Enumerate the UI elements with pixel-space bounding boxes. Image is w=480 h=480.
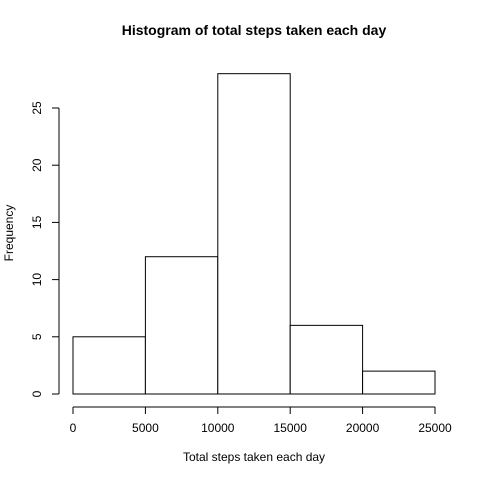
y-tick-label-4: 20	[30, 158, 44, 172]
histogram-bar-3	[289, 324, 364, 395]
x-tick-label-1: 5000	[132, 421, 159, 435]
y-tick-label-0: 0	[30, 390, 44, 397]
x-tick-label-4: 20000	[346, 421, 380, 435]
x-tick-label-2: 10000	[201, 421, 235, 435]
chart-title: Histogram of total steps taken each day	[122, 22, 387, 38]
histogram-bar-4	[362, 370, 436, 395]
histogram-bars	[72, 73, 436, 395]
histogram-bar-2	[217, 73, 291, 395]
y-tick-label-3: 15	[30, 215, 44, 229]
y-axis-label: Frequency	[2, 205, 16, 262]
y-axis: 0 5 10 15 20 25	[30, 101, 60, 397]
x-tick-label-3: 15000	[274, 421, 308, 435]
x-tick-label-0: 0	[70, 421, 77, 435]
histogram-bar-0	[72, 336, 146, 395]
x-tick-label-5: 25000	[418, 421, 452, 435]
x-axis-label: Total steps taken each day	[183, 450, 325, 464]
y-tick-label-5: 25	[30, 101, 44, 115]
y-tick-label-1: 5	[30, 333, 44, 340]
y-tick-label-2: 10	[30, 273, 44, 287]
x-axis: 0 5000 10000 15000 20000 25000	[70, 406, 452, 435]
histogram-bar-1	[144, 256, 219, 395]
